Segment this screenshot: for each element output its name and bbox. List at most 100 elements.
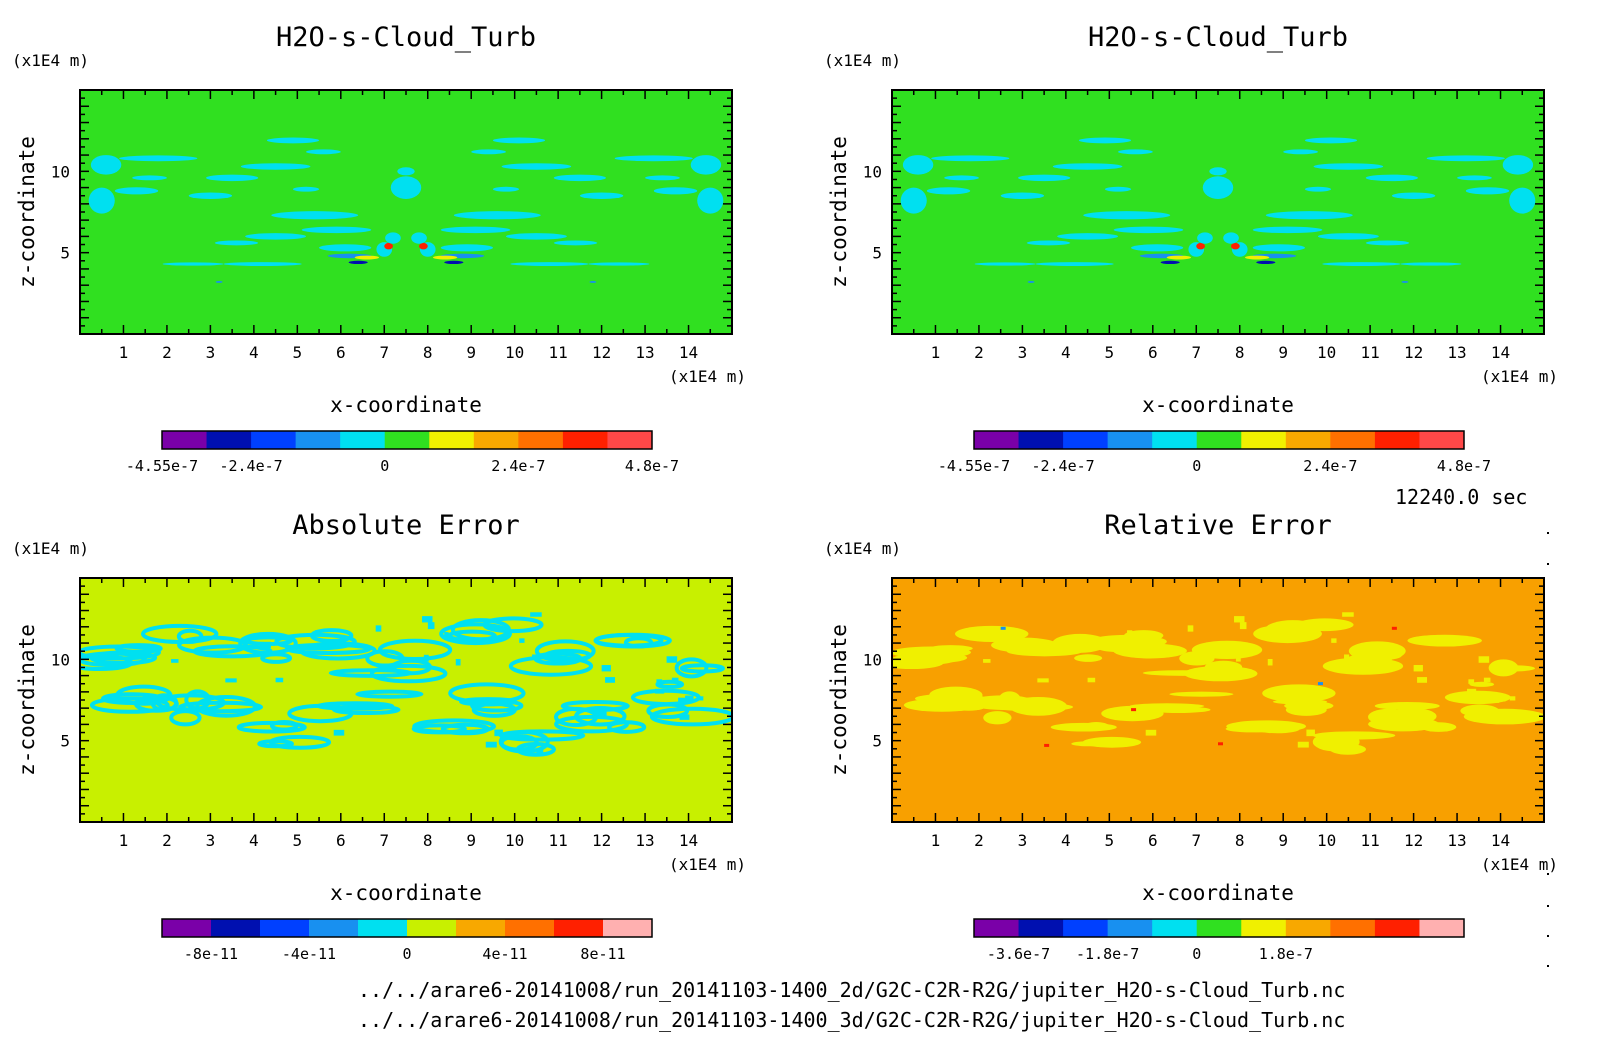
contour-patch (439, 622, 512, 646)
file-path-2: ../../arare6-20141008/run_20141103-1400_… (358, 1008, 1346, 1032)
contour-patch (1317, 682, 1323, 686)
contour-patch (1142, 670, 1223, 676)
x-tick-label: 1 (931, 343, 941, 362)
contour-patch (1304, 137, 1358, 144)
colorbar-swatch (309, 919, 359, 937)
colorbar-label: 0 (1192, 945, 1201, 963)
contour-patch (292, 186, 320, 192)
x-tick-label: 6 (1148, 831, 1158, 850)
margin-dot (1547, 873, 1549, 875)
contour-patch (1497, 695, 1506, 702)
contour-patch (319, 244, 372, 252)
contour-patch (1209, 167, 1227, 176)
colorbar-swatch (1241, 431, 1287, 449)
colorbar-swatch (974, 919, 1020, 937)
contour-patch (1018, 174, 1071, 182)
contour-patch (1283, 149, 1318, 155)
x-tick-label: 8 (423, 343, 433, 362)
contour-patch (903, 698, 980, 712)
x-tick-label: 13 (635, 831, 654, 850)
x-tick-label: 6 (1148, 343, 1158, 362)
colorbar-frame (161, 430, 653, 450)
chart-title: Absolute Error (292, 510, 520, 541)
contour-patch (671, 677, 679, 683)
contour-patch (1365, 174, 1418, 182)
contour-patch (1368, 708, 1409, 726)
contour-patch (1145, 729, 1157, 736)
x-tick-label: 7 (379, 831, 389, 850)
contour-patch (354, 255, 380, 260)
contour-patch (214, 240, 259, 246)
contour-patch (554, 714, 629, 734)
contour-patch (375, 625, 382, 632)
x-tick-label: 7 (1191, 343, 1201, 362)
contour-patch (178, 700, 264, 714)
x-tick-label: 8 (1235, 343, 1245, 362)
y-tick-label: 5 (872, 244, 882, 263)
colorbar-swatch (1374, 919, 1420, 937)
colorbar-swatch (603, 919, 653, 937)
contour-patch (983, 659, 991, 663)
x-unit-label: (x1E4 m) (1481, 367, 1558, 386)
chart-title: Relative Error (1104, 510, 1332, 541)
chart-title: H2O-s-Cloud_Turb (1088, 22, 1348, 53)
colorbar-swatch (206, 431, 252, 449)
contour-patch (944, 175, 979, 181)
colorbar-swatch (384, 431, 430, 449)
contour-patch (1490, 697, 1500, 703)
contour-patch (1483, 677, 1491, 683)
contour-patch (1078, 137, 1132, 144)
margin-dot (1547, 563, 1549, 565)
colorbar-swatch (505, 919, 555, 937)
colorbar-swatch (1196, 431, 1242, 449)
contour-patch (1131, 708, 1137, 712)
colorbar-swatch (1063, 431, 1109, 449)
contour-patch (1088, 634, 1167, 649)
x-axis-label: x-coordinate (1142, 881, 1294, 905)
contour-patch (594, 710, 607, 717)
contour-patch (432, 255, 458, 260)
contour-patch (1348, 641, 1406, 661)
colorbar-frame (973, 918, 1465, 938)
x-tick-label: 5 (293, 343, 303, 362)
contour-patch (455, 659, 461, 666)
colorbar-frame (161, 918, 653, 938)
contour-patch (1256, 632, 1261, 637)
contour-patch (974, 262, 1036, 266)
colorbar-swatch (1063, 919, 1109, 937)
contour-patch (471, 149, 506, 155)
contour-patch (206, 174, 259, 182)
contour-patch (1285, 703, 1327, 716)
contour-patch (1493, 665, 1536, 672)
y-unit-label: (x1E4 m) (12, 539, 89, 558)
contour-patch (245, 233, 307, 240)
y-tick-label: 10 (863, 162, 882, 181)
margin-dot (1547, 935, 1549, 937)
contour-patch (1400, 262, 1462, 266)
contour-patch (1478, 656, 1490, 663)
contour-patch (1197, 232, 1213, 244)
x-tick-label: 14 (1491, 831, 1510, 850)
colorbar-label: -2.4e-7 (219, 457, 282, 475)
contour-patch (530, 612, 542, 617)
colorbar-swatch (1196, 919, 1242, 937)
contour-patch (306, 149, 341, 155)
contour-patch (355, 689, 424, 699)
contour-patch (1468, 679, 1475, 684)
contour-patch (1160, 260, 1180, 265)
contour-patch (1104, 186, 1132, 192)
x-tick-label: 13 (1447, 343, 1466, 362)
colorbar-label: -4e-11 (282, 945, 336, 963)
contour-patch (649, 706, 732, 727)
contour-patch (141, 652, 148, 660)
x-tick-label: 12 (592, 343, 611, 362)
contour-patch (1467, 688, 1477, 694)
x-tick-label: 5 (1105, 831, 1115, 850)
colorbar-swatch (456, 919, 506, 937)
x-tick-label: 1 (931, 831, 941, 850)
colorbar-swatch (407, 919, 457, 937)
contour-patch (1413, 665, 1423, 672)
chart-panel-2: 1 2 3 4 5 6 7 8 9 10 11 12 13 14510H2O-s-Cloud_Turb(x… (824, 22, 1558, 475)
